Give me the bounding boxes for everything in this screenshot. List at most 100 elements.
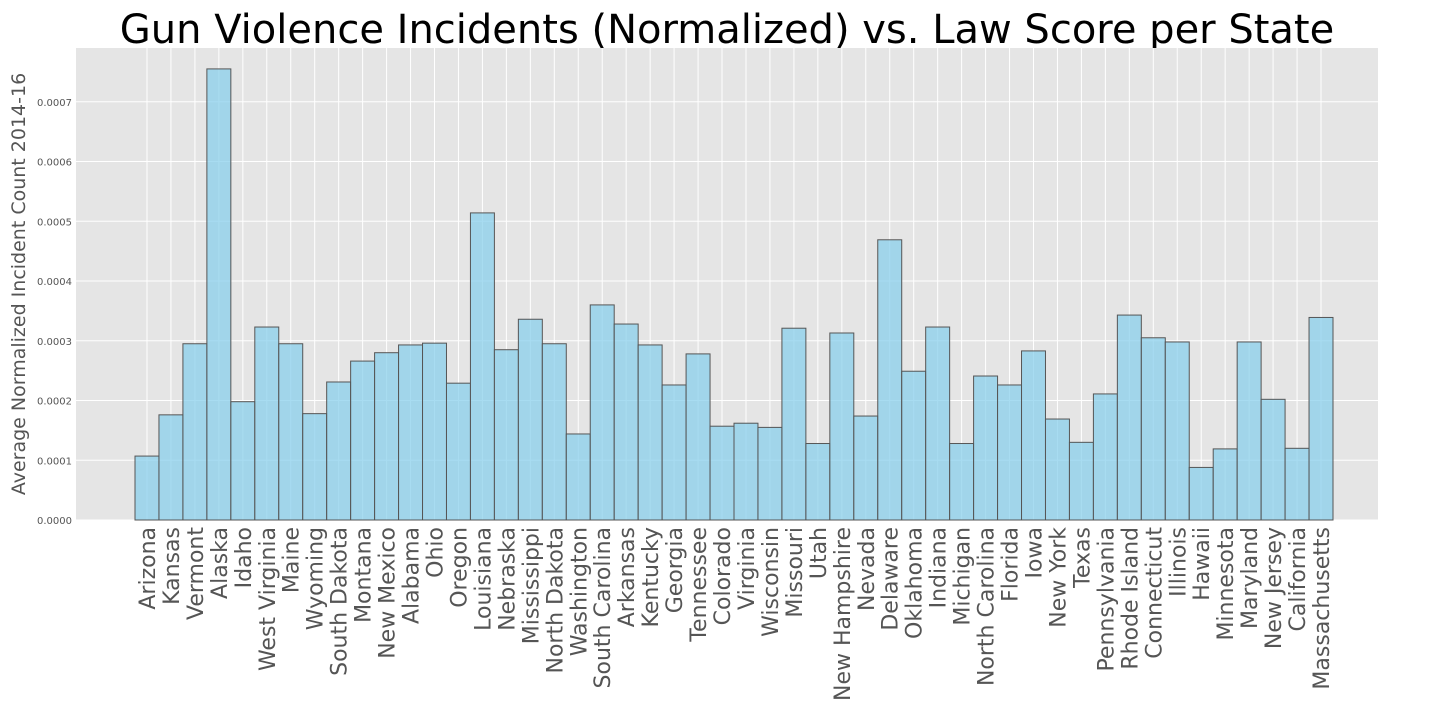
x-tick-label: Alaska [208, 527, 233, 599]
y-tick-label: 0.0000 [37, 516, 72, 527]
bar [1092, 393, 1118, 521]
x-tick-label: New Hampshire [831, 527, 856, 701]
y-axis-ticks: 0.0000 0.0001 0.0002 0.0003 0.0004 0.0005 0.00… [37, 98, 72, 527]
bar [901, 370, 927, 521]
x-tick-label: Minnesota [1214, 527, 1239, 641]
x-tick-label: Colorado [711, 527, 736, 625]
bar [517, 318, 543, 521]
bar [733, 422, 759, 521]
bar [134, 455, 160, 521]
x-tick-label: Kentucky [639, 527, 664, 627]
bar [757, 426, 783, 521]
x-tick-label: Vermont [184, 527, 209, 620]
bar [302, 413, 328, 521]
bar [805, 443, 831, 521]
bar [781, 327, 807, 521]
bar [565, 433, 591, 521]
x-tick-label: Maryland [1238, 527, 1263, 629]
y-tick-label: 0.0004 [37, 277, 72, 288]
bar [637, 344, 663, 521]
bar [278, 343, 304, 521]
x-tick-label: South Dakota [328, 527, 353, 676]
bar [661, 384, 687, 521]
bar [1284, 447, 1310, 521]
bar [254, 326, 280, 521]
bar [445, 382, 471, 521]
bar [1140, 337, 1166, 521]
bar [1236, 341, 1262, 521]
chart-title: Gun Violence Incidents (Normalized) vs. … [120, 7, 1334, 53]
y-tick-label: 0.0001 [37, 456, 72, 467]
x-tick-label: Virginia [735, 527, 760, 610]
bar [1021, 350, 1046, 521]
x-tick-label: New Jersey [1262, 527, 1287, 649]
x-tick-label: Massachusetts [1310, 527, 1335, 690]
bar [469, 212, 495, 521]
y-tick-label: 0.0002 [37, 397, 72, 408]
x-tick-label: Illinois [1166, 527, 1191, 597]
bar [541, 343, 567, 521]
x-tick-label: South Carolina [591, 527, 616, 688]
x-tick-label: Oregon [447, 527, 472, 608]
bar [853, 415, 879, 521]
x-tick-label: Connecticut [1142, 527, 1167, 659]
x-tick-label: Rhode Island [1118, 527, 1143, 670]
bar [829, 332, 855, 521]
x-tick-label: Ohio [424, 527, 449, 578]
bar [1044, 418, 1070, 521]
x-tick-label: North Carolina [975, 527, 1000, 686]
y-axis-label: Average Normalized Incident Count 2014-1… [8, 73, 30, 495]
bar [925, 326, 951, 521]
x-tick-label: New York [1046, 527, 1071, 628]
bar [230, 401, 256, 521]
x-tick-label: Missouri [783, 527, 808, 618]
x-tick-label: West Virginia [256, 527, 281, 671]
x-tick-label: Wyoming [304, 527, 329, 630]
bar [1212, 448, 1238, 521]
bar [158, 414, 184, 521]
x-tick-label: Utah [807, 527, 832, 579]
y-tick-label: 0.0006 [37, 158, 72, 169]
x-tick-label: Wisconsin [759, 527, 784, 637]
bar [1116, 314, 1142, 521]
bar [877, 239, 903, 521]
bar [350, 360, 376, 521]
bar [973, 375, 999, 521]
y-tick-label: 0.0005 [37, 217, 72, 228]
x-tick-label: Nevada [855, 527, 880, 611]
x-tick-label: Indiana [927, 527, 952, 608]
y-tick-label: 0.0003 [37, 337, 72, 348]
x-tick-label: Michigan [951, 527, 976, 626]
x-tick-label: Arkansas [615, 527, 640, 627]
x-tick-label: Nebraska [495, 527, 520, 631]
bar [1188, 466, 1214, 521]
x-tick-label: Louisiana [471, 527, 496, 631]
x-tick-label: Florida [999, 527, 1024, 602]
x-tick-label: Iowa [1023, 527, 1048, 578]
x-tick-label: New Mexico [376, 527, 401, 659]
bar [709, 425, 735, 521]
bar [613, 323, 639, 521]
x-tick-label: Mississippi [519, 527, 544, 644]
x-tick-label: Arizona [136, 527, 161, 610]
bar [493, 349, 519, 521]
bar [949, 443, 975, 521]
bars [134, 68, 1334, 521]
x-tick-label: Tennessee [687, 527, 712, 643]
bar [206, 68, 232, 521]
x-tick-label: Kansas [160, 527, 185, 605]
x-tick-label: Oklahoma [903, 527, 928, 639]
x-tick-label: Pennsylvania [1094, 527, 1119, 672]
bar [685, 353, 711, 521]
x-tick-label: North Dakota [543, 527, 568, 673]
bar [1068, 441, 1094, 521]
bar [422, 342, 447, 521]
x-tick-label: Delaware [879, 527, 904, 631]
bar [997, 384, 1023, 521]
bar [182, 343, 208, 521]
bar [326, 381, 352, 521]
x-tick-label: Texas [1070, 527, 1095, 589]
x-tick-label: Alabama [400, 527, 425, 624]
